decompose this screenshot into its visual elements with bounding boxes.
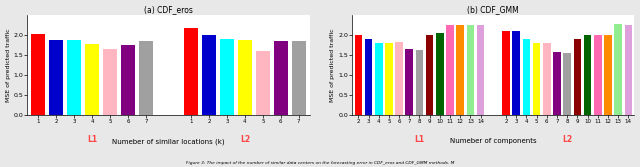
Bar — [446, 25, 454, 115]
Title: (a) CDF_eros: (a) CDF_eros — [144, 6, 193, 15]
Bar — [274, 41, 287, 115]
Bar — [31, 34, 45, 115]
Bar — [513, 31, 520, 115]
Bar — [385, 43, 393, 115]
Text: L1: L1 — [87, 135, 97, 144]
Text: L1: L1 — [415, 135, 424, 144]
Bar — [85, 44, 99, 115]
X-axis label: Numeber of similar locations (k): Numeber of similar locations (k) — [112, 138, 225, 145]
Bar — [625, 25, 632, 115]
Bar — [220, 39, 234, 115]
Bar — [406, 49, 413, 115]
Bar — [573, 39, 581, 115]
Bar — [594, 35, 602, 115]
Bar — [533, 43, 540, 115]
Bar — [184, 28, 198, 115]
Bar — [604, 35, 612, 115]
Bar — [375, 43, 383, 115]
Bar — [365, 39, 372, 115]
Text: Figure 3: The impact of the number of similar data centers on the forecasting er: Figure 3: The impact of the number of si… — [186, 161, 454, 165]
Bar — [122, 45, 135, 115]
Title: (b) CDF_GMM: (b) CDF_GMM — [467, 6, 519, 15]
Bar — [523, 39, 531, 115]
Bar — [256, 51, 269, 115]
Bar — [553, 52, 561, 115]
Bar — [467, 25, 474, 115]
Bar — [502, 31, 510, 115]
Bar — [292, 41, 305, 115]
Bar — [614, 24, 622, 115]
Bar — [436, 33, 444, 115]
Bar — [238, 40, 252, 115]
Bar — [67, 40, 81, 115]
Y-axis label: MSE of predicted traffic: MSE of predicted traffic — [6, 28, 10, 102]
Bar — [456, 25, 464, 115]
Bar — [415, 50, 423, 115]
Bar — [49, 40, 63, 115]
Bar — [426, 35, 433, 115]
Bar — [355, 35, 362, 115]
X-axis label: Numeber of components: Numeber of components — [450, 138, 537, 144]
Bar — [396, 42, 403, 115]
Text: L2: L2 — [562, 135, 572, 144]
Bar — [584, 35, 591, 115]
Bar — [563, 53, 571, 115]
Bar — [103, 49, 117, 115]
Bar — [202, 35, 216, 115]
Y-axis label: MSE of predicted traffic: MSE of predicted traffic — [330, 28, 335, 102]
Bar — [477, 25, 484, 115]
Bar — [140, 41, 153, 115]
Bar — [543, 43, 550, 115]
Text: L2: L2 — [240, 135, 250, 144]
